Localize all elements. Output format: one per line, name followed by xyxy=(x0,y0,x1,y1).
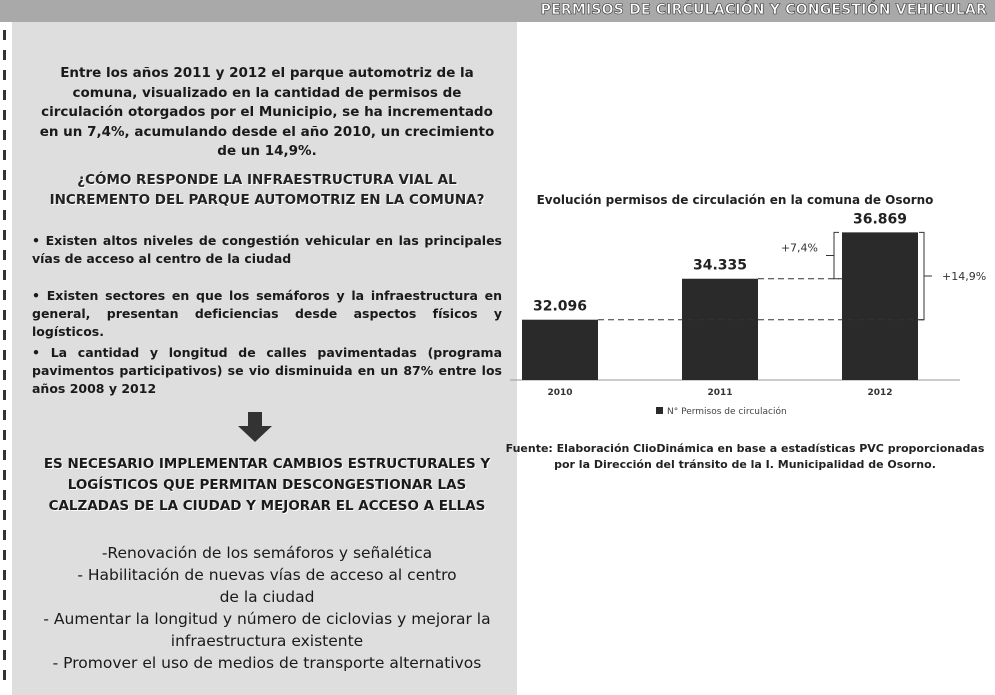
legend-label: N° Permisos de circulación xyxy=(667,406,787,417)
action: - Aumentar la longitud y número de ciclo… xyxy=(43,610,491,650)
action: - Habilitación de nuevas vías de acceso … xyxy=(77,566,457,606)
header-bar: PERMISOS DE CIRCULACIÓN Y CONGESTIÓN VEH… xyxy=(0,0,995,22)
value-label: 34.335 xyxy=(693,258,747,274)
intro-text: Entre los años 2011 y 2012 el parque aut… xyxy=(39,65,495,159)
annotation: +14,9% xyxy=(942,270,986,283)
left-panel: Entre los años 2011 y 2012 el parque aut… xyxy=(12,22,517,695)
bullet: • Existen sectores en que los semáforos … xyxy=(32,288,502,339)
annotation: +7,4% xyxy=(781,242,818,255)
action: -Renovación de los semáforos y señalétic… xyxy=(101,544,433,562)
action: - Promover el uso de medios de transport… xyxy=(52,654,482,672)
margin-marks xyxy=(3,30,6,690)
bullet: • Existen altos niveles de congestión ve… xyxy=(32,233,502,266)
source-line: por la Dirección del tránsito de la I. M… xyxy=(554,458,936,471)
x-tick-label: 2011 xyxy=(707,388,732,398)
x-tick-label: 2010 xyxy=(547,388,572,398)
question-heading: ¿CÓMO RESPONDE LA INFRAESTRUCTURA VIAL A… xyxy=(49,172,485,208)
header-title: PERMISOS DE CIRCULACIÓN Y CONGESTIÓN VEH… xyxy=(540,2,987,19)
chart-title: Evolución permisos de circulación en la … xyxy=(537,193,934,207)
bracket xyxy=(919,231,932,321)
bracket xyxy=(826,231,839,280)
bullet: • La cantidad y longitud de calles pavim… xyxy=(32,345,502,396)
source-note: Fuente: Elaboración ClioDinámica en base… xyxy=(506,442,985,471)
bar xyxy=(842,232,918,380)
bar xyxy=(522,319,598,380)
source-line: Fuente: Elaboración ClioDinámica en base… xyxy=(506,442,985,455)
bar xyxy=(682,278,758,380)
x-tick-label: 2012 xyxy=(867,388,892,398)
conclusion-heading: ES NECESARIO IMPLEMENTAR CAMBIOS ESTRUCT… xyxy=(43,456,491,514)
value-label: 32.096 xyxy=(533,299,587,315)
legend-swatch xyxy=(656,407,663,414)
value-label: 36.869 xyxy=(853,211,907,227)
